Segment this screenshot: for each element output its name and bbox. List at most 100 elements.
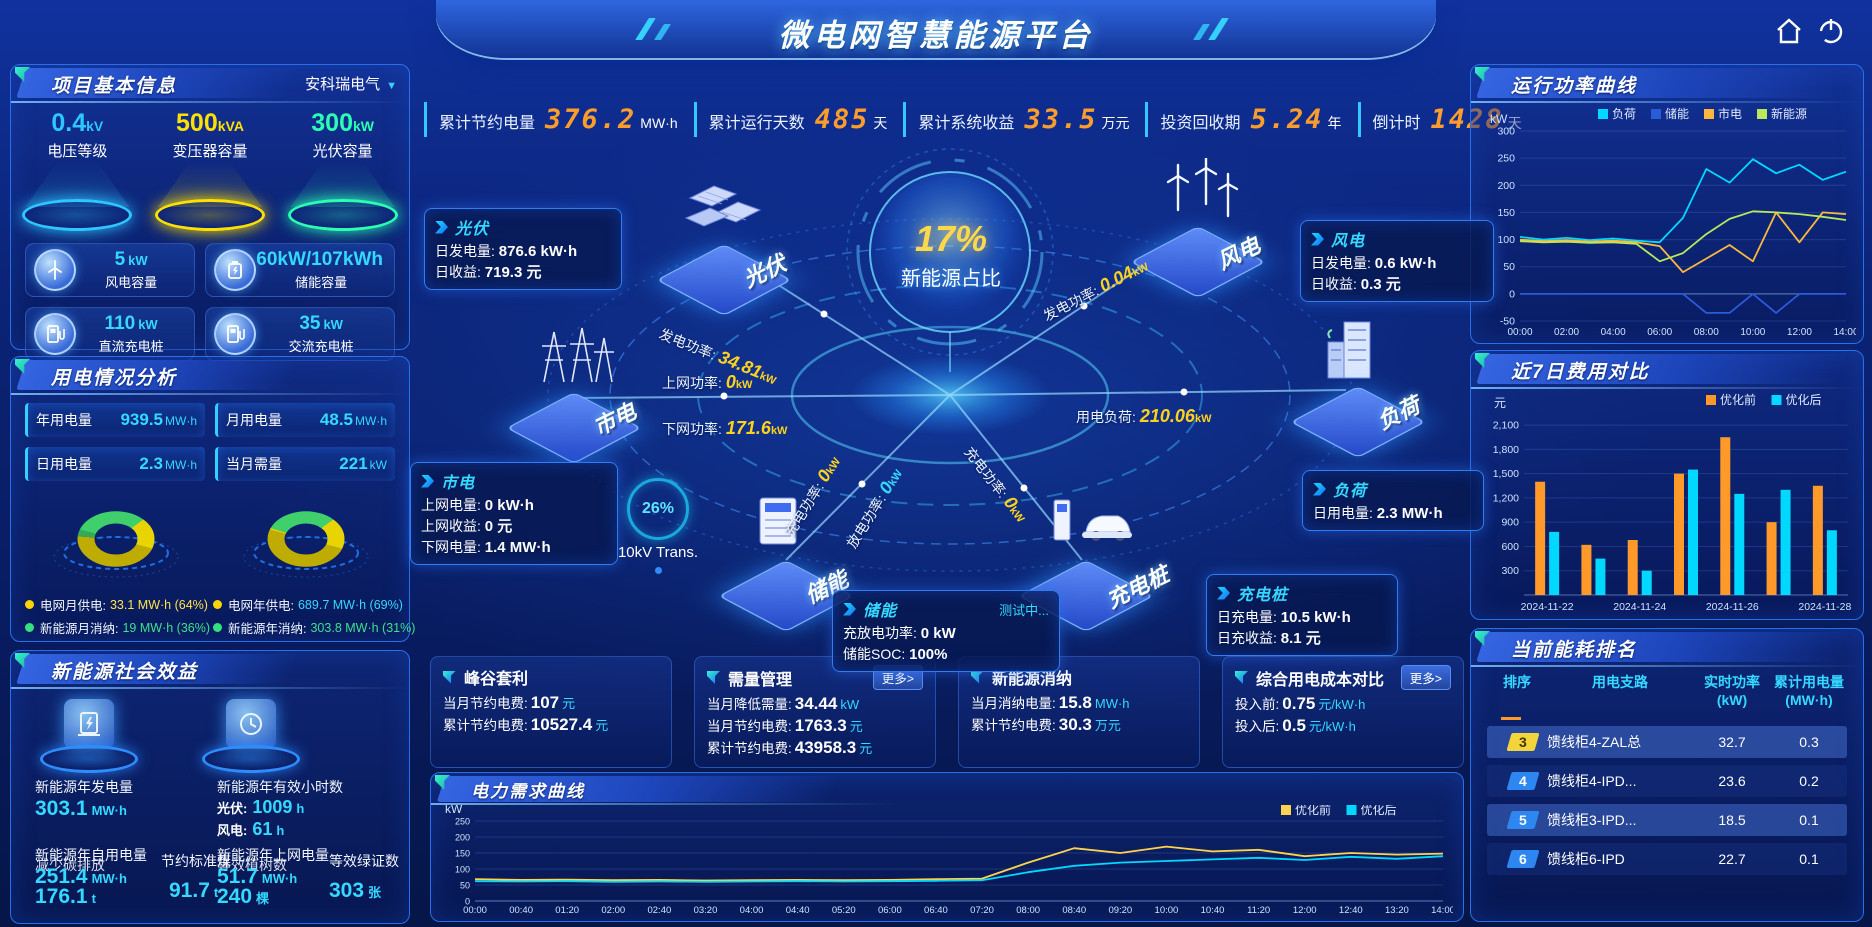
- svg-text:优化前: 优化前: [1720, 393, 1756, 407]
- svg-text:06:40: 06:40: [924, 905, 948, 916]
- light-cone-icon: [157, 163, 262, 207]
- home-icon[interactable]: [1774, 16, 1804, 46]
- kpi-unit: MW·h: [640, 114, 678, 131]
- benefit-card-row: 累计节约电费: 30.3 万元: [971, 715, 1121, 734]
- gen-value: 303.1 MW·h: [35, 797, 127, 820]
- svg-text:14:00: 14:00: [1833, 327, 1856, 338]
- kpi-value: 33.5: [1024, 103, 1098, 135]
- svg-text:10:00: 10:00: [1740, 327, 1765, 338]
- capacity-spotlight: 300kW 光伏容量: [283, 109, 403, 231]
- svg-text:08:40: 08:40: [1062, 905, 1086, 916]
- benefit-card: 峰谷套利 当月节约电费: 107 元累计节约电费: 10527.4 元: [430, 656, 672, 768]
- rank-badge: 5: [1506, 811, 1540, 829]
- cert-value: 303 张: [329, 879, 382, 902]
- svg-text:11:20: 11:20: [1247, 905, 1270, 916]
- svg-text:12:00: 12:00: [1293, 905, 1317, 916]
- self-use-value: 251.4 MW·h: [35, 865, 127, 888]
- svg-text:01:20: 01:20: [555, 905, 579, 916]
- capacity-spotlight: 500kVA 变压器容量: [150, 109, 270, 231]
- svg-text:09:20: 09:20: [1108, 905, 1132, 916]
- svg-text:50: 50: [1503, 261, 1515, 273]
- glow-ring-icon: [22, 199, 133, 231]
- svg-text:负荷: 负荷: [1612, 107, 1636, 121]
- kpi-item: 累计节约电量 376.2 MW·h: [424, 101, 688, 137]
- panel-cost-compare: 近7日费用对比 300 600 900 1,200 1,500 1,800 2,100 202…: [1470, 350, 1864, 620]
- svg-text:900: 900: [1501, 517, 1519, 529]
- transformer-label: 10kV Trans.: [617, 544, 699, 561]
- header-cap: [436, 0, 1436, 58]
- chevron-down-icon: ▼: [386, 80, 397, 92]
- svg-text:储能: 储能: [1665, 107, 1689, 121]
- gen-label: 新能源年发电量: [35, 779, 133, 795]
- spotlight-label: 变压器容量: [172, 143, 248, 160]
- storage-info-box: 储能 测试中... 充放电功率: 0 kW 储能SOC: 100%: [832, 590, 1060, 672]
- company-selector[interactable]: 安科瑞电气 ▼: [305, 73, 397, 94]
- ranking-table-header: 排序 用电支路 实时功率 (kW) 累计用电量 (MW·h): [1487, 673, 1847, 709]
- capacity-card-text: 35 kW 交流充电桩: [288, 313, 354, 354]
- benefit-card-row: 投入前: 0.75 元/kW·h: [1235, 694, 1366, 713]
- panel-title: 用电情况分析: [51, 368, 178, 389]
- cert-label: 等效绿证数: [329, 853, 399, 869]
- legend-bullet: [213, 623, 222, 632]
- svg-text:10:40: 10:40: [1201, 905, 1225, 916]
- svg-text:-50: -50: [1500, 316, 1515, 328]
- clock-icon: [226, 699, 276, 749]
- svg-text:00:40: 00:40: [509, 905, 533, 916]
- kpi-unit: 年: [1327, 114, 1342, 131]
- renewable-share-value: 17%: [914, 218, 988, 259]
- svg-text:2024-11-22: 2024-11-22: [1521, 601, 1574, 613]
- kpi-label: 累计运行天数: [708, 114, 805, 132]
- ranking-column-header: 累计用电量 (MW·h): [1774, 674, 1844, 708]
- svg-text:50: 50: [460, 881, 470, 891]
- month-donut-chart: [23, 495, 208, 596]
- usage-stat-chip: 当月需量 221 kW: [215, 447, 395, 481]
- capacity-card: 35 kW 交流充电桩: [205, 307, 395, 361]
- svg-text:2,100: 2,100: [1493, 420, 1519, 432]
- kpi-label: 累计节约电量: [439, 114, 536, 132]
- svg-text:14:00: 14:00: [1431, 905, 1453, 916]
- renewable-share: 17% 新能源占比: [886, 218, 1016, 291]
- ranking-column-header: 用电支路: [1592, 674, 1648, 690]
- svg-text:08:00: 08:00: [1694, 327, 1719, 338]
- svg-text:02:40: 02:40: [647, 905, 671, 916]
- svg-text:0: 0: [1509, 288, 1515, 300]
- svg-text:1,500: 1,500: [1493, 468, 1519, 480]
- company-name: 安科瑞电气: [305, 76, 381, 93]
- wind-info-box: 风电 日发电量: 0.6 kW·h 日收益: 0.3 元: [1300, 220, 1494, 302]
- svg-text:150: 150: [455, 849, 470, 859]
- svg-text:2024-11-28: 2024-11-28: [1798, 601, 1851, 613]
- kpi-bar: 累计节约电量 376.2 MW·h 累计运行天数 485 天累计系统收益 33.5 万元 投资回…: [424, 96, 1522, 142]
- legend-bullet: [25, 600, 34, 609]
- svg-text:kW: kW: [445, 805, 463, 816]
- capacity-card: 60kW/107kWh 储能容量: [205, 243, 395, 297]
- svg-text:2024-11-26: 2024-11-26: [1706, 601, 1759, 613]
- svg-text:150: 150: [1497, 207, 1515, 219]
- benefit-card-row: 累计节约电费: 10527.4 元: [443, 715, 609, 734]
- kpi-label: 投资回收期: [1160, 114, 1241, 132]
- svg-text:08:00: 08:00: [1016, 905, 1040, 916]
- panel-title: 近7日费用对比: [1511, 362, 1650, 383]
- trees-value: 240 棵: [217, 885, 270, 908]
- panel-header: 项目基本信息 安科瑞电气 ▼: [11, 65, 409, 103]
- chevron-icon: [843, 602, 856, 616]
- ranking-table-rows: 3 馈线柜4-ZAL总 32.7 0.3 4 馈线柜4-IPD... 23.6 0.2 5 馈线柜…: [1487, 726, 1847, 884]
- glow-ring-icon: [287, 199, 398, 231]
- transformer-indicator: 26% 10kV Trans.: [598, 478, 718, 574]
- transformer-load-pct: 26%: [627, 478, 689, 540]
- more-button[interactable]: 更多>: [1400, 665, 1451, 690]
- spotlight-value: 500kVA: [176, 109, 244, 137]
- table-row: 6 馈线柜6-IPD 22.7 0.1: [1487, 843, 1847, 875]
- spotlight-value: 300kW: [311, 109, 374, 137]
- chevron-icon: [1217, 586, 1230, 600]
- power-icon[interactable]: [1816, 16, 1846, 46]
- battery-icon: [214, 249, 257, 291]
- demand-curve-chart: 0 50 100 150 200 250 00:00 00:40 01:20 02:00 02:40…: [445, 805, 1453, 916]
- title-deco-right: [1193, 18, 1229, 40]
- svg-text:06:00: 06:00: [878, 905, 902, 916]
- benefit-card: 新能源消纳 当月消纳电量: 15.8 MW·h 累计节约电费: 30.3 万元: [958, 656, 1200, 768]
- kpi-unit: 天: [873, 114, 888, 131]
- svg-text:12:40: 12:40: [1339, 905, 1363, 916]
- svg-text:kW: kW: [1490, 112, 1508, 126]
- scroll-indicator: [1501, 717, 1521, 720]
- storage-status: 测试中...: [999, 602, 1049, 618]
